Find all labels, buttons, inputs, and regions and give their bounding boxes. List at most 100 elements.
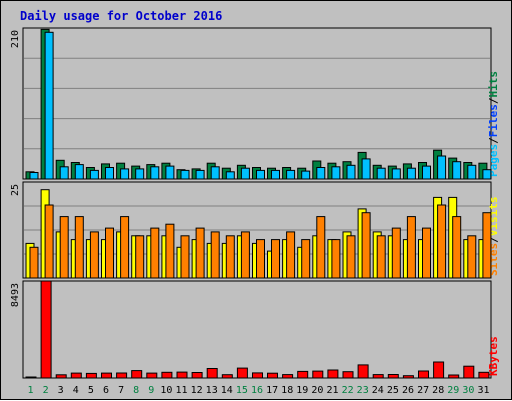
x-tick-label-day-12: 12 xyxy=(191,385,203,396)
bar-sites-day-14 xyxy=(225,235,235,279)
bar-pages-day-24 xyxy=(376,167,386,180)
bar-kbytes-day-24 xyxy=(372,374,384,379)
bar-sites-day-28 xyxy=(437,204,447,279)
bar-sites-day-13 xyxy=(210,231,220,279)
bar-kbytes-day-17 xyxy=(267,372,278,379)
legend-separator: / xyxy=(487,236,500,243)
x-tick-label-day-28: 28 xyxy=(432,385,444,396)
bar-pages-day-1 xyxy=(29,172,39,180)
y-max-label-top: 210 xyxy=(10,30,21,48)
bar-pages-day-30 xyxy=(467,164,477,180)
y-max-label-bottom: 8493 xyxy=(10,283,21,307)
bar-pages-day-25 xyxy=(391,168,401,180)
legend-separator: / xyxy=(487,97,500,104)
bar-kbytes-day-5 xyxy=(85,372,97,379)
bar-pages-day-10 xyxy=(165,165,175,180)
x-tick-label-day-20: 20 xyxy=(311,385,323,396)
bar-kbytes-day-22 xyxy=(342,371,354,379)
bar-pages-day-17 xyxy=(271,169,280,180)
x-tick-label-day-22: 22 xyxy=(342,385,354,396)
bar-sites-day-24 xyxy=(376,235,386,279)
bar-pages-day-6 xyxy=(105,167,114,180)
bar-sites-day-12 xyxy=(195,227,205,279)
x-tick-label-day-8: 8 xyxy=(133,385,139,396)
x-tick-label-day-30: 30 xyxy=(462,385,474,396)
bar-kbytes-day-27 xyxy=(418,370,429,379)
bar-sites-day-6 xyxy=(105,227,114,279)
bar-kbytes-day-23 xyxy=(357,364,369,379)
bar-kbytes-day-11 xyxy=(176,371,188,379)
x-tick-label-day-29: 29 xyxy=(447,385,459,396)
bar-sites-day-2 xyxy=(44,204,54,279)
bar-kbytes-day-26 xyxy=(402,375,414,379)
bar-sites-day-29 xyxy=(452,216,462,279)
bar-pages-day-31 xyxy=(482,169,492,180)
chart-title: Daily usage for October 2016 xyxy=(20,9,222,23)
bar-sites-day-17 xyxy=(271,239,280,279)
bar-kbytes-day-9 xyxy=(146,372,158,379)
plot-area-top xyxy=(22,27,492,180)
bar-kbytes-day-28 xyxy=(433,361,445,379)
x-tick-label-day-9: 9 xyxy=(148,385,154,396)
x-tick-label-day-16: 16 xyxy=(251,385,263,396)
bar-sites-day-15 xyxy=(240,231,250,279)
bar-kbytes-day-4 xyxy=(70,372,82,379)
bar-kbytes-day-13 xyxy=(206,368,218,379)
y-max-label-middle: 25 xyxy=(10,184,21,196)
x-tick-label-day-27: 27 xyxy=(417,385,429,396)
bar-sites-day-20 xyxy=(316,216,326,279)
bar-kbytes-day-19 xyxy=(297,370,309,379)
bar-kbytes-day-30 xyxy=(463,365,475,379)
bar-pages-day-28 xyxy=(437,155,447,180)
legend-entry-pages: Pages xyxy=(487,144,500,177)
bar-kbytes-day-7 xyxy=(116,372,128,379)
bar-sites-day-30 xyxy=(467,235,477,279)
bar-sites-day-19 xyxy=(301,239,311,279)
bar-kbytes-day-18 xyxy=(282,374,294,379)
bar-sites-day-7 xyxy=(120,216,130,279)
bar-pages-day-15 xyxy=(240,167,250,180)
x-tick-label-day-24: 24 xyxy=(372,385,384,396)
bar-sites-day-10 xyxy=(165,223,175,279)
bar-kbytes-day-8 xyxy=(131,370,143,379)
bar-kbytes-day-1 xyxy=(25,376,37,379)
bar-pages-day-29 xyxy=(452,161,462,180)
bar-pages-day-23 xyxy=(361,158,371,180)
bar-kbytes-day-21 xyxy=(327,369,339,379)
legend-entry-hits: Hits xyxy=(487,71,500,98)
x-tick-label-day-19: 19 xyxy=(296,385,308,396)
legend-separator: / xyxy=(487,137,500,144)
bar-sites-day-27 xyxy=(422,227,431,279)
bar-pages-day-20 xyxy=(316,167,326,180)
bar-pages-day-18 xyxy=(286,169,296,180)
x-tick-label-day-25: 25 xyxy=(387,385,399,396)
bar-kbytes-day-14 xyxy=(221,374,233,379)
bar-kbytes-day-25 xyxy=(387,374,399,379)
bar-sites-day-31 xyxy=(482,212,492,279)
x-tick-label-day-26: 26 xyxy=(402,385,414,396)
legend-entry-kbytes: KBytes xyxy=(487,336,500,376)
x-tick-label-day-11: 11 xyxy=(175,385,187,396)
bar-pages-day-9 xyxy=(150,166,160,180)
x-tick-label-day-14: 14 xyxy=(221,385,233,396)
bar-sites-day-11 xyxy=(180,235,190,279)
bar-sites-day-8 xyxy=(135,235,145,279)
bar-pages-day-27 xyxy=(422,165,431,180)
bar-kbytes-day-6 xyxy=(101,372,112,379)
bar-sites-day-16 xyxy=(256,239,265,279)
bar-sites-day-23 xyxy=(361,212,371,279)
x-tick-label-day-2: 2 xyxy=(43,385,49,396)
bar-sites-day-26 xyxy=(406,216,416,279)
x-tick-label-day-4: 4 xyxy=(73,385,79,396)
bar-pages-day-14 xyxy=(225,171,235,180)
bar-pages-day-21 xyxy=(331,166,341,180)
bar-sites-day-5 xyxy=(89,231,99,279)
x-tick-label-day-23: 23 xyxy=(357,385,369,396)
x-tick-label-day-1: 1 xyxy=(27,385,33,396)
legend-entry-files: Files xyxy=(487,104,500,137)
bar-pages-day-22 xyxy=(346,164,356,180)
bar-kbytes-day-29 xyxy=(448,374,460,379)
bar-sites-day-3 xyxy=(59,216,69,279)
